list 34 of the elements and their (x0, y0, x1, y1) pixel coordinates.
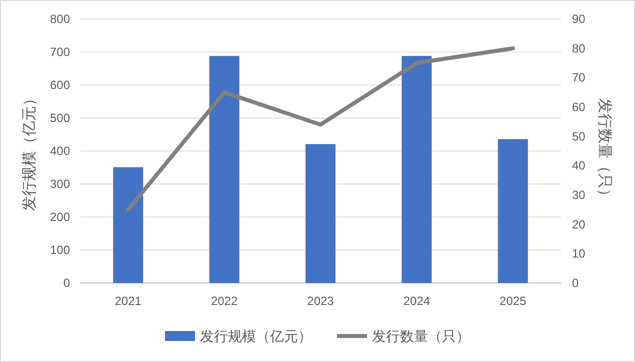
legend-label: 发行数量（只） (372, 328, 470, 344)
y2-axis-title: 发行数量（只） (596, 98, 613, 204)
bar (306, 144, 336, 283)
y2-tick-label: 40 (572, 158, 586, 173)
y2-tick-label: 70 (572, 70, 586, 85)
y-tick-label: 100 (50, 243, 70, 257)
y-tick-label: 200 (50, 210, 70, 224)
y-tick-label: 0 (63, 276, 70, 290)
y2-tick-label: 90 (572, 12, 586, 26)
y2-tick-label: 20 (572, 217, 586, 232)
y-tick-label: 700 (50, 45, 70, 59)
line-series (126, 46, 515, 212)
x-tick-label: 2024 (403, 294, 430, 308)
legend-label: 发行规模（亿元） (200, 328, 312, 344)
y2-tick-label: 80 (572, 41, 586, 56)
x-tick-label: 2021 (114, 294, 142, 308)
bar (402, 56, 432, 283)
y-tick-label: 600 (50, 78, 70, 92)
y2-tick-label: 50 (572, 129, 586, 144)
y2-tick-label: 30 (572, 188, 586, 202)
bar (113, 167, 144, 283)
y-tick-label: 400 (50, 144, 70, 158)
y-tick-label: 500 (50, 111, 70, 125)
y-axis-title: 发行规模（亿元） (21, 91, 38, 211)
x-tick-label: 2022 (210, 294, 238, 308)
bar (209, 56, 240, 283)
y-tick-label: 300 (50, 177, 70, 191)
x-tick-label: 2023 (307, 294, 334, 308)
y2-tick-label: 10 (572, 246, 586, 261)
x-tick-label: 2025 (500, 294, 527, 308)
bar (498, 139, 528, 283)
y2-tick-label: 0 (572, 276, 579, 290)
y-tick-label: 800 (50, 12, 70, 26)
y2-tick-label: 60 (572, 100, 586, 114)
